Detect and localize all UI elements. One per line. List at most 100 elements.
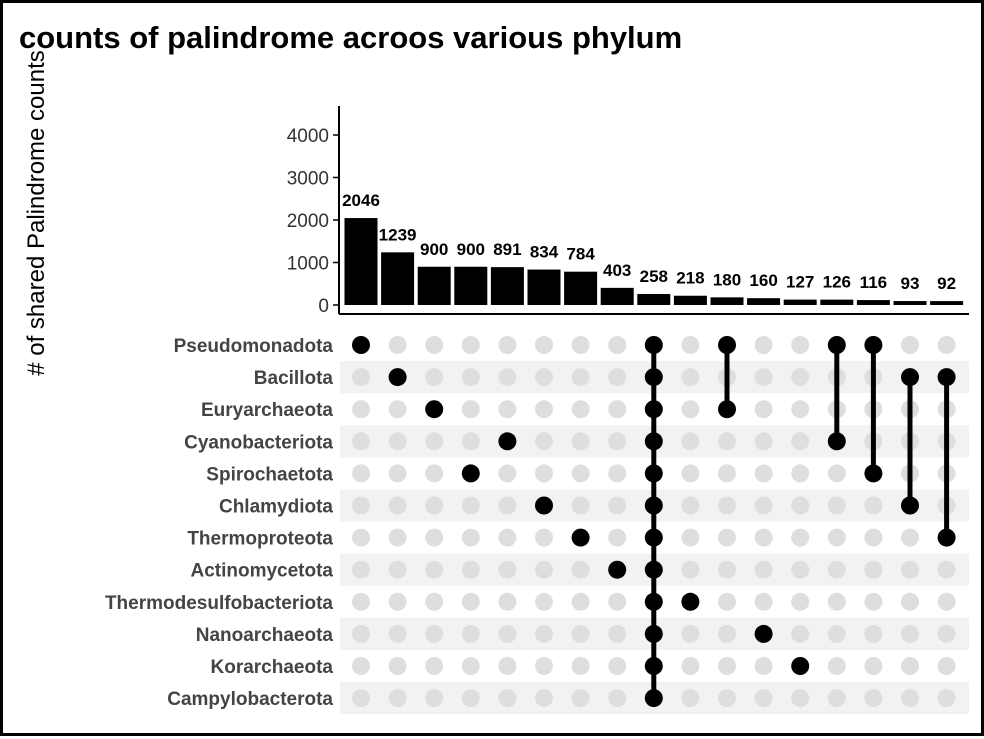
matrix-dot-inactive bbox=[827, 464, 846, 483]
matrix-dot-inactive bbox=[791, 432, 810, 451]
matrix-dot-inactive bbox=[352, 689, 370, 708]
matrix-dot-inactive bbox=[571, 689, 590, 708]
bar-value-label: 218 bbox=[676, 269, 704, 288]
matrix-dot-inactive bbox=[425, 528, 444, 547]
matrix-dot-inactive bbox=[498, 689, 517, 708]
matrix-dot-inactive bbox=[571, 657, 590, 675]
matrix-dot-inactive bbox=[937, 336, 956, 354]
matrix-dot-inactive bbox=[791, 496, 810, 515]
matrix-dot-active bbox=[644, 496, 663, 515]
set-label: Actinomycetota bbox=[190, 561, 333, 582]
matrix-dot-inactive bbox=[535, 560, 553, 579]
intersection-bar bbox=[564, 271, 598, 305]
bar-value-label: 180 bbox=[713, 270, 741, 289]
matrix-dot-inactive bbox=[535, 368, 553, 387]
matrix-dot-inactive bbox=[901, 592, 919, 611]
matrix-dot-inactive bbox=[718, 560, 736, 579]
set-label: Chlamydiota bbox=[219, 497, 333, 518]
intersection-bar bbox=[856, 300, 890, 305]
intersection-bar bbox=[490, 267, 524, 305]
set-label: Euryarchaeota bbox=[201, 400, 333, 421]
matrix-dot-inactive bbox=[827, 624, 846, 643]
matrix-dot-inactive bbox=[535, 528, 553, 547]
matrix-dot-inactive bbox=[535, 336, 553, 354]
matrix-dot-inactive bbox=[425, 336, 444, 354]
y-tick-label: 2000 bbox=[287, 211, 329, 232]
matrix-dot-inactive bbox=[425, 496, 444, 515]
matrix-dot-inactive bbox=[498, 368, 517, 387]
matrix-dot-inactive bbox=[754, 657, 773, 675]
matrix-dot-inactive bbox=[388, 496, 407, 515]
matrix-dot-inactive bbox=[571, 464, 590, 483]
matrix-dot-inactive bbox=[571, 624, 590, 643]
matrix-dot-inactive bbox=[937, 657, 956, 675]
matrix-dot-active bbox=[571, 528, 590, 547]
matrix-dot-inactive bbox=[352, 657, 370, 675]
matrix-dot-inactive bbox=[864, 624, 883, 643]
matrix-dot-active bbox=[754, 624, 773, 643]
matrix-dot-inactive bbox=[461, 432, 480, 451]
matrix-dot-inactive bbox=[425, 624, 444, 643]
set-label: Nanoarchaeota bbox=[196, 625, 334, 646]
matrix-dot-inactive bbox=[498, 464, 517, 483]
matrix-dot-inactive bbox=[827, 689, 846, 708]
matrix-dot-active bbox=[644, 624, 663, 643]
matrix-dot-inactive bbox=[754, 528, 773, 547]
matrix-dot-inactive bbox=[864, 657, 883, 675]
matrix-dot-active bbox=[864, 336, 883, 354]
matrix-dot-inactive bbox=[608, 336, 627, 354]
set-labels: Pseudomonadota Bacillota Euryarchaeota Cyan… bbox=[105, 336, 333, 710]
intersection-bar bbox=[747, 298, 781, 305]
matrix-dot-active bbox=[644, 689, 663, 708]
intersection-bar bbox=[417, 266, 451, 305]
matrix-dot-inactive bbox=[571, 400, 590, 419]
matrix-dot-inactive bbox=[461, 368, 480, 387]
matrix-dot-inactive bbox=[608, 689, 627, 708]
matrix-dot-inactive bbox=[718, 689, 736, 708]
matrix-dot-inactive bbox=[461, 592, 480, 611]
matrix-dot-active bbox=[791, 657, 810, 675]
bar-value-label: 2046 bbox=[342, 191, 380, 210]
matrix-dot-inactive bbox=[388, 528, 407, 547]
matrix-dot-inactive bbox=[461, 689, 480, 708]
matrix-dot-inactive bbox=[901, 624, 919, 643]
matrix-dot-inactive bbox=[352, 528, 370, 547]
matrix-dot-inactive bbox=[827, 560, 846, 579]
matrix-dot-inactive bbox=[608, 496, 627, 515]
intersection-bar bbox=[637, 294, 671, 305]
matrix-dot-inactive bbox=[754, 689, 773, 708]
matrix-dot-inactive bbox=[681, 528, 700, 547]
matrix-dot-inactive bbox=[388, 336, 407, 354]
bar-value-label: 126 bbox=[823, 273, 851, 292]
matrix-dot-inactive bbox=[718, 624, 736, 643]
matrix-dot-inactive bbox=[461, 336, 480, 354]
matrix-dot-inactive bbox=[791, 624, 810, 643]
matrix-dot-inactive bbox=[388, 432, 407, 451]
matrix-dot-inactive bbox=[791, 528, 810, 547]
matrix-dot-inactive bbox=[498, 496, 517, 515]
intersection-bar bbox=[930, 301, 964, 305]
matrix-dot-inactive bbox=[498, 592, 517, 611]
matrix-dot-inactive bbox=[571, 560, 590, 579]
matrix-dot-inactive bbox=[827, 592, 846, 611]
intersection-bar bbox=[381, 252, 415, 305]
matrix-dot-inactive bbox=[571, 592, 590, 611]
matrix-dot-inactive bbox=[388, 464, 407, 483]
matrix-dot-inactive bbox=[681, 336, 700, 354]
matrix-dot-inactive bbox=[791, 400, 810, 419]
y-axis: 0 1000 2000 3000 4000 bbox=[287, 106, 969, 317]
matrix-dot-inactive bbox=[754, 464, 773, 483]
matrix-dot-inactive bbox=[901, 336, 919, 354]
matrix-dot-inactive bbox=[608, 368, 627, 387]
matrix-dot-inactive bbox=[864, 689, 883, 708]
matrix-dot-inactive bbox=[901, 528, 919, 547]
matrix-dot-inactive bbox=[608, 657, 627, 675]
matrix-dot-active bbox=[644, 657, 663, 675]
matrix-dot-inactive bbox=[535, 592, 553, 611]
matrix-dot-inactive bbox=[352, 592, 370, 611]
matrix-dot-active bbox=[644, 592, 663, 611]
set-label: Spirochaetota bbox=[206, 464, 333, 485]
matrix-dot-inactive bbox=[388, 624, 407, 643]
